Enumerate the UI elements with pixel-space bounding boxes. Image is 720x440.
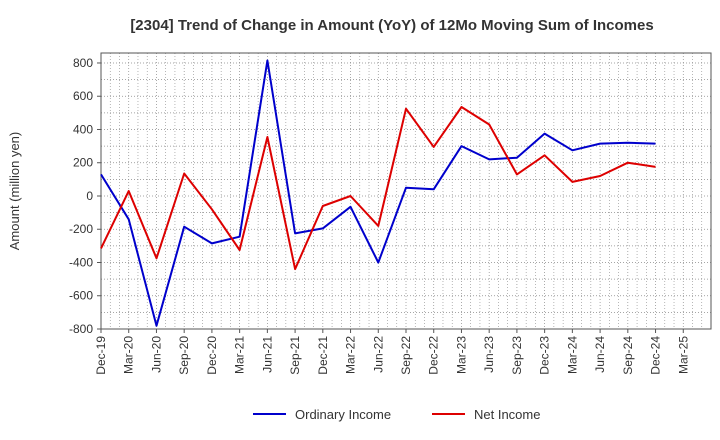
x-tick-label: Jun-20	[149, 336, 163, 373]
series-lines	[100, 59, 656, 327]
y-tick-label: 600	[73, 89, 93, 103]
x-tick-label: Sep-23	[510, 336, 524, 375]
x-tick-label: Dec-21	[316, 336, 330, 375]
y-axis-label: Amount (million yen)	[7, 132, 22, 251]
x-tick-label: Sep-24	[621, 336, 635, 375]
y-tick-label: -800	[69, 322, 93, 336]
y-tick-label: 200	[73, 156, 93, 170]
y-tick-label: 400	[73, 122, 93, 136]
legend: Ordinary Income Net Income	[253, 407, 540, 422]
series-line-ordinary-income	[100, 59, 656, 327]
x-tick-label: Dec-24	[649, 336, 663, 375]
series-line-net-income	[100, 106, 656, 271]
y-tick-label: 0	[86, 189, 93, 203]
x-tick-label: Mar-23	[454, 336, 468, 374]
x-tick-label: Dec-23	[538, 336, 552, 375]
chart-title: [2304] Trend of Change in Amount (YoY) o…	[130, 17, 653, 34]
x-tick-label: Sep-21	[288, 336, 302, 375]
x-tick-label: Sep-22	[399, 336, 413, 375]
x-tick-label: Jun-22	[371, 336, 385, 373]
x-tick-label: Mar-20	[122, 336, 136, 374]
y-tick-label: -600	[69, 289, 93, 303]
x-tick-label: Mar-21	[233, 336, 247, 374]
grid	[100, 53, 712, 330]
x-tick-label: Mar-25	[676, 336, 690, 374]
x-tick-label: Dec-20	[205, 336, 219, 375]
x-tick-label: Jun-24	[593, 336, 607, 373]
x-tick-label: Jun-23	[482, 336, 496, 373]
legend-label: Net Income	[474, 407, 540, 422]
x-tick-label: Mar-24	[565, 336, 579, 374]
x-tick-label: Sep-20	[177, 336, 191, 375]
legend-label: Ordinary Income	[295, 407, 391, 422]
x-tick-label: Dec-22	[427, 336, 441, 375]
y-tick-label: 800	[73, 56, 93, 70]
y-tick-label: -200	[69, 222, 93, 236]
x-tick-label: Jun-21	[260, 336, 274, 373]
x-tick-label: Mar-22	[344, 336, 358, 374]
x-tick-label: Dec-19	[94, 336, 108, 375]
y-tick-label: -400	[69, 255, 93, 269]
